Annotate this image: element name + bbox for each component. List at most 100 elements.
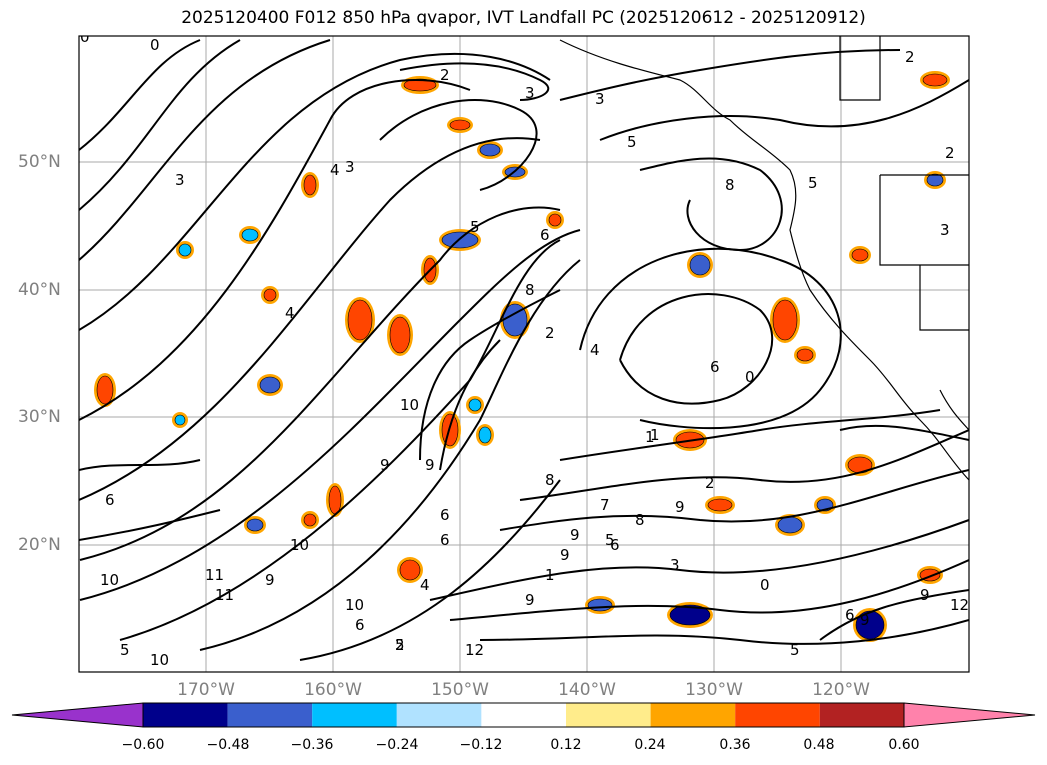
ivt-contour-line [79, 459, 201, 471]
contour-label: 9 [525, 591, 535, 609]
ivt-contour-line [559, 49, 901, 101]
contour-label: 1 [545, 566, 555, 584]
contour-label: 5 [120, 641, 130, 659]
contour-label: 5 [395, 636, 405, 654]
anomaly-fill [303, 174, 317, 196]
anomaly-fill [241, 228, 259, 242]
contour-label: 2 [905, 48, 915, 66]
ivt-contour-line [639, 157, 783, 252]
anomaly-fill [548, 213, 562, 227]
colorbar-cell [819, 703, 905, 727]
anomaly-fill [399, 559, 421, 581]
contour-label: 6 [845, 606, 855, 624]
ivt-contour-line [599, 79, 969, 141]
contour-label: 3 [670, 556, 680, 574]
colorbar-tick: −0.60 [121, 737, 165, 753]
ivt-contour-line [299, 479, 561, 661]
ivt-contour-line [439, 339, 501, 471]
contour-label: 10 [400, 396, 419, 414]
anomaly-fill [389, 316, 411, 354]
contour-label: 12 [465, 641, 484, 659]
ivt-contour-line [619, 293, 774, 405]
lon-label-160w: 160°W [304, 680, 362, 700]
contour-label: 3 [940, 221, 950, 239]
ivt-contour-line [839, 424, 969, 441]
coastline [839, 36, 881, 101]
contour-label: 3 [525, 84, 535, 102]
contour-label: 6 [610, 536, 620, 554]
contour-label: 3 [345, 158, 355, 176]
colorbar-extend-min [11, 702, 144, 728]
map-title: 2025120400 F012 850 hPa qvapor, IVT Land… [181, 8, 866, 28]
contour-label: 1 [650, 426, 660, 444]
ivt-contour-line [79, 206, 561, 561]
contour-label: 4 [285, 304, 295, 322]
colorbar-tick: −0.36 [290, 737, 334, 753]
anomaly-fill [246, 518, 264, 532]
contour-label: 0 [150, 36, 160, 54]
contour-label: 12 [950, 596, 969, 614]
colorbar-tick: 0.24 [634, 737, 666, 753]
contour-label: 4 [330, 161, 340, 179]
ivt-contour-line [429, 519, 969, 601]
lon-label-130w: 130°W [685, 680, 743, 700]
contour-label: 9 [570, 526, 580, 544]
colorbar-tick: −0.24 [375, 737, 419, 753]
ivt-contour-line [819, 589, 969, 641]
anomaly-fill [922, 73, 948, 87]
contour-label: 6 [355, 616, 365, 634]
contour-label: 10 [150, 651, 169, 669]
ivt-contour-line [499, 469, 969, 531]
contour-label: 4 [590, 341, 600, 359]
anomaly-fill [851, 248, 869, 262]
contour-label: 5 [605, 531, 615, 549]
contour-label: 10 [290, 536, 309, 554]
contour-label: 9 [920, 586, 930, 604]
contour-label: 8 [725, 176, 735, 194]
contour-label: 11 [205, 566, 224, 584]
anomaly-fill [449, 119, 471, 131]
anomaly-fill [926, 173, 944, 187]
anomaly-fill [855, 610, 885, 640]
contour-label: 0 [745, 368, 755, 386]
qvapor-anomaly-fill [94, 71, 950, 642]
colorbar-tick: −0.12 [459, 737, 503, 753]
anomaly-fill [707, 498, 733, 512]
ivt-contour-line [79, 229, 581, 601]
colorbar-cell [312, 703, 397, 727]
contour-label: 2 [545, 324, 555, 342]
ivt-contour-line [79, 52, 551, 331]
anomaly-fill [468, 398, 482, 412]
colorbar-cell [143, 703, 228, 727]
lon-label-120w: 120°W [812, 680, 870, 700]
contour-label: 7 [600, 496, 610, 514]
contour-label: 8 [635, 511, 645, 529]
ivt-contour-line [79, 137, 541, 501]
colorbar-frame [142, 702, 905, 728]
ivt-contour-line [419, 289, 561, 461]
coastlines [559, 36, 969, 481]
anomaly-fill [259, 376, 281, 394]
anomaly-fill [263, 288, 277, 302]
anomaly-fill [689, 254, 711, 276]
colorbar-tick: 0.12 [550, 737, 582, 753]
anomaly-fill [669, 604, 711, 626]
ivt-contour-line [79, 39, 201, 151]
anomaly-fill [174, 414, 186, 426]
ivt-contour-line [399, 62, 550, 101]
colorbar-cell [396, 703, 482, 727]
contour-label: 6 [440, 531, 450, 549]
colorbar-tick: 0.48 [803, 737, 835, 753]
anomaly-fill [777, 516, 803, 534]
anomaly-fill [772, 299, 798, 341]
contour-label: 3 [175, 171, 185, 189]
contour-label: 5 [790, 641, 800, 659]
lon-label-170w: 170°W [177, 680, 235, 700]
ivt-contour-line [479, 619, 969, 645]
contour-label: 9 [860, 611, 870, 629]
lat-label-50n: 50°N [18, 152, 61, 172]
contour-label: 9 [265, 571, 275, 589]
colorbar-extend-max [903, 702, 1036, 728]
